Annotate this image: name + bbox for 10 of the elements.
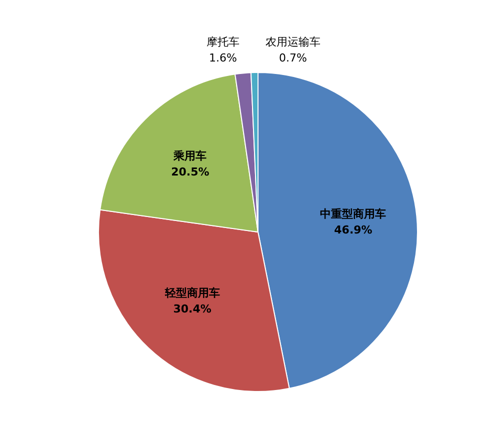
data-label: 0.7% — [279, 51, 307, 64]
data-label: 46.9% — [334, 223, 372, 236]
slice-label: 中重型商用车 — [320, 207, 386, 220]
slice-label: 农用运输车 — [266, 35, 320, 48]
slice-label: 摩托车 — [206, 35, 240, 48]
data-label: 1.6% — [209, 51, 237, 64]
data-label: 20.5% — [171, 165, 210, 178]
slice-label: 乘用车 — [172, 149, 207, 162]
data-label: 30.4% — [173, 302, 212, 316]
slice-label: 轻型商用车 — [164, 286, 220, 300]
